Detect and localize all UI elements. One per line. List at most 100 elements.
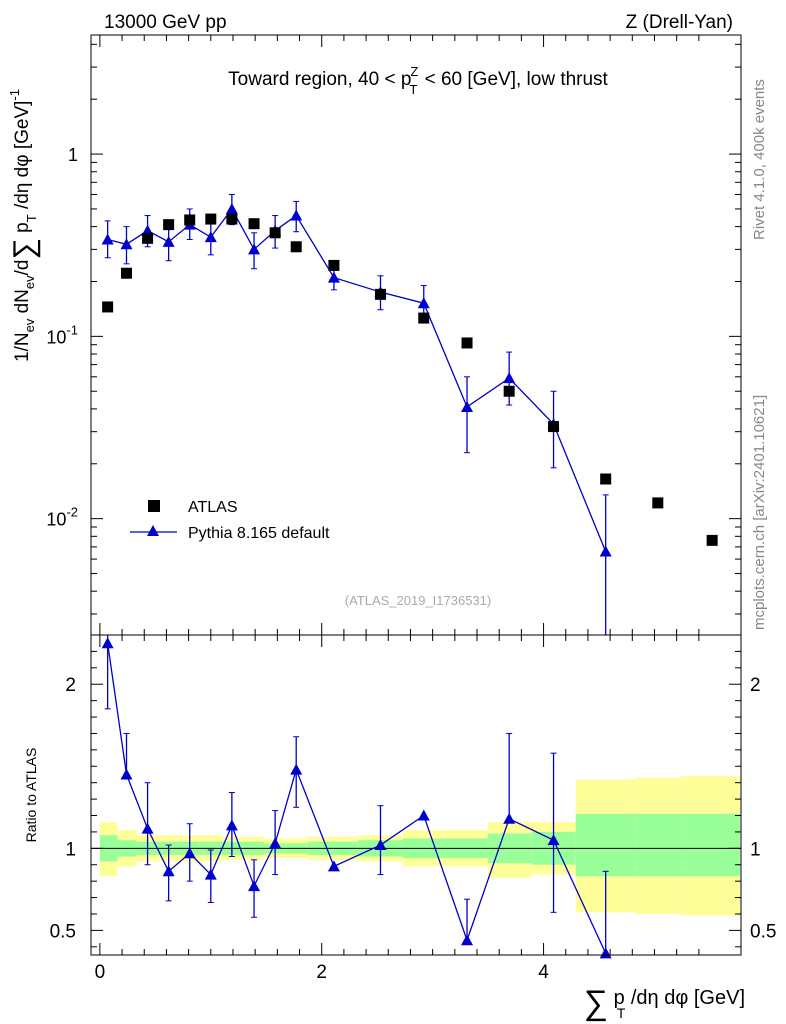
ratio-point <box>327 860 340 872</box>
ratio-point <box>269 837 282 849</box>
legend-data-marker <box>148 500 160 512</box>
main-ytick-label: 10-2 <box>46 505 78 530</box>
ratio-point <box>183 847 196 859</box>
mc-line <box>107 207 607 552</box>
title-sup: Z <box>410 64 418 79</box>
data-series <box>102 213 718 546</box>
ratio-point <box>204 868 217 880</box>
ratio-xtick-label: 2 <box>316 962 327 983</box>
mc-point <box>248 243 261 255</box>
data-point <box>248 218 260 230</box>
data-point <box>226 213 238 225</box>
data-point <box>184 214 196 226</box>
data-point <box>290 241 302 253</box>
ratio-point <box>162 865 175 877</box>
data-point <box>328 259 340 271</box>
ratio-line <box>106 643 607 954</box>
ylabel-p9: -1 <box>7 89 22 101</box>
ratio-ylabel: Ratio to ATLAS <box>23 748 39 843</box>
ylabel-p3: ev <box>22 275 37 289</box>
rivet-label: Rivet 4.1.0, 400k events <box>751 79 768 240</box>
header-right: Z (Drell-Yan) <box>626 12 733 33</box>
ratio-ytick-label-left: 0.5 <box>50 921 76 942</box>
mc-series <box>101 194 612 635</box>
ratio-ytick-label-left: 1 <box>65 839 76 860</box>
mc-point <box>120 238 133 250</box>
band-inner <box>575 813 636 877</box>
legend-data-label: ATLAS <box>188 499 238 516</box>
ratio-ytick-label-left: 2 <box>65 675 76 696</box>
data-point <box>461 337 473 349</box>
mc-point <box>417 297 430 309</box>
xlabel-p2: T <box>617 1005 626 1021</box>
legend-mc-marker <box>147 525 159 536</box>
data-point <box>600 473 612 485</box>
band-inner <box>681 813 740 877</box>
ylabel-p4: /d <box>12 260 33 276</box>
legend: ATLAS Pythia 8.165 default <box>130 499 330 542</box>
data-point <box>375 288 387 300</box>
ylabel-p8: /dη dφ [GeV] <box>12 101 33 215</box>
title-part-1: Toward region, 40 < p <box>228 69 411 90</box>
main-title: Toward region, 40 < pZ T < 60 [GeV], low … <box>228 64 608 97</box>
main-ytick-label: 10-1 <box>46 322 78 347</box>
mc-point <box>503 372 516 384</box>
mc-point <box>461 400 474 412</box>
mc-point <box>225 202 238 214</box>
mc-point <box>599 545 612 557</box>
ylabel-p6: p <box>12 222 33 238</box>
ratio-point <box>141 822 154 834</box>
main-ytick-label: 1 <box>68 145 78 165</box>
ratio-point <box>417 809 430 821</box>
title-part-2: < 60 [GeV], low thrust <box>419 69 608 90</box>
mcplots-label: mcplots.cern.ch [arXiv:2401.10621] <box>751 395 768 630</box>
data-point <box>652 497 664 509</box>
ratio-point <box>101 637 114 649</box>
xlabel-sum: ∑ <box>584 984 608 1022</box>
main-axes: 10-2 10-1 1 <box>46 35 741 635</box>
main-panel: 10-210-11 Toward region, 40 < pZ T < 60 [… <box>7 34 742 636</box>
ratio-ytick-label-right: 0.5 <box>750 921 776 942</box>
mc-point <box>162 235 175 247</box>
data-point <box>418 312 430 324</box>
mc-point <box>101 233 114 245</box>
main-frame <box>90 34 742 636</box>
band-inner <box>635 813 682 877</box>
ratio-point <box>599 947 612 959</box>
ratio-point <box>374 839 387 851</box>
data-point <box>269 227 281 239</box>
ratio-ytick-label-right: 2 <box>750 675 761 696</box>
ratio-ytick-label-right: 1 <box>750 839 761 860</box>
mc-point <box>290 209 303 221</box>
ylabel-sum: ∑ <box>8 238 41 259</box>
title-sub: T <box>409 82 417 97</box>
ratio-point <box>290 763 303 775</box>
main-ylabel: 1/Nev dNev/d∑ pT /dη dφ [GeV]-1 <box>7 89 41 362</box>
xlabel-p3: /dη dφ [GeV] <box>625 987 745 1009</box>
ratio-frame <box>90 634 742 956</box>
ylabel-p0: 1/N <box>12 332 33 362</box>
ratio-bands <box>99 776 740 916</box>
ratio-series <box>101 635 612 959</box>
ratio-axes: 0.5 0.5 1 1 2 2 0 2 4 <box>50 634 776 983</box>
ratio-point <box>547 834 560 846</box>
data-point <box>503 385 515 397</box>
mc-point <box>327 271 340 283</box>
header-left: 13000 GeV pp <box>104 12 227 33</box>
ratio-xtick-label: 4 <box>538 962 549 983</box>
data-point <box>706 534 718 546</box>
data-point <box>205 213 217 225</box>
ratio-point <box>503 812 516 824</box>
ylabel-p7: T <box>24 214 39 222</box>
ratio-point <box>120 768 133 780</box>
data-point <box>120 267 132 279</box>
mc-point <box>204 231 217 243</box>
ratio-xtick-label: 0 <box>95 962 106 983</box>
xlabel-p1: p <box>608 987 625 1009</box>
data-point <box>142 232 154 244</box>
ratio-point <box>225 819 238 831</box>
ratio-point <box>248 880 261 892</box>
